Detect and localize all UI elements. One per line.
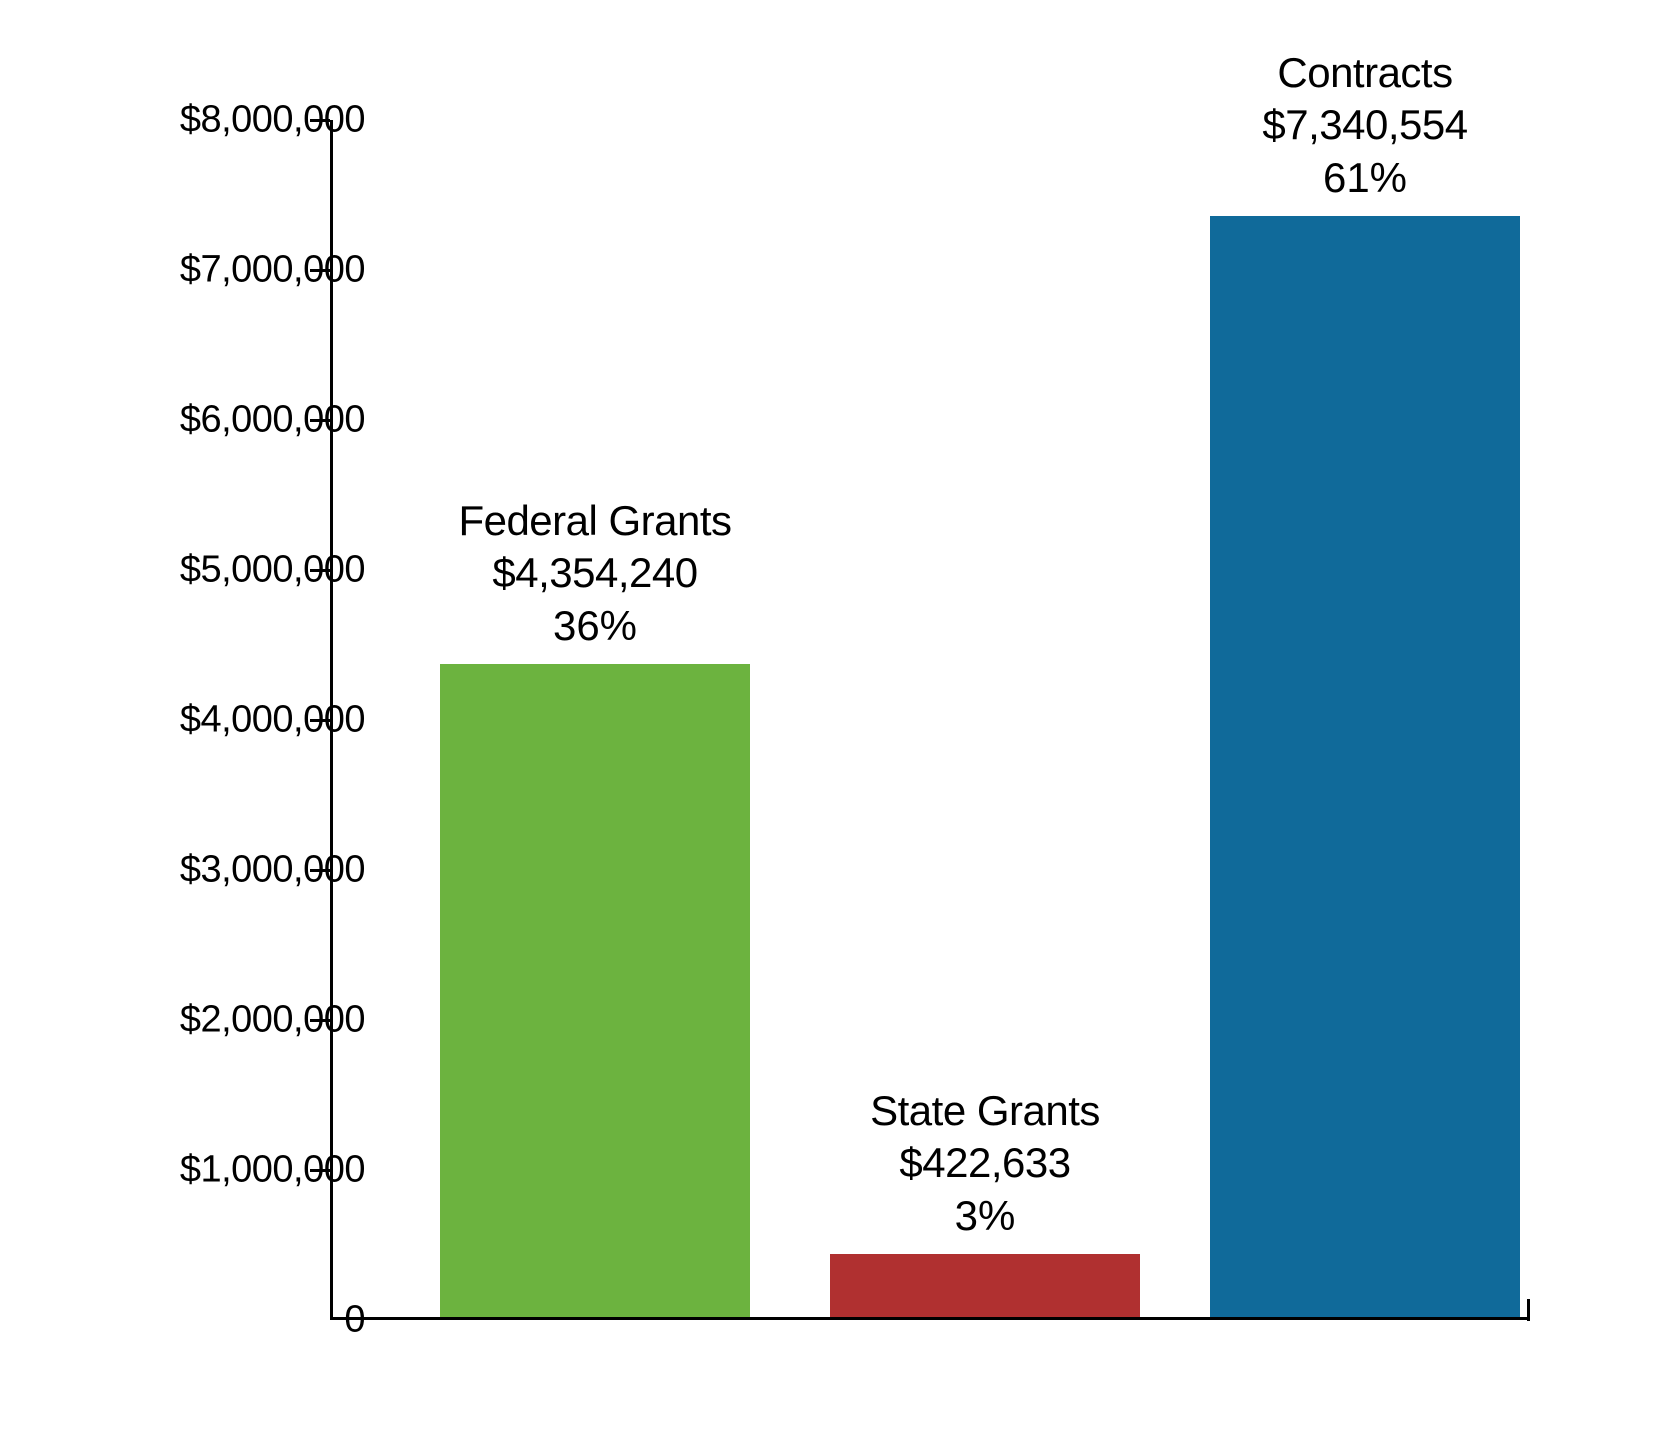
y-axis-label: $3,000,000	[180, 849, 365, 892]
bar-label-percent: 61%	[1165, 152, 1565, 205]
funding-bar-chart: 0 $1,000,000 $2,000,000 $3,000,000 $4,000,00…	[80, 50, 1580, 1390]
bar-label-percent: 3%	[785, 1190, 1185, 1243]
y-axis-label: $5,000,000	[180, 549, 365, 592]
y-axis-label: $2,000,000	[180, 999, 365, 1042]
bar-label-name: Federal Grants	[395, 495, 795, 548]
y-axis-label: $8,000,000	[180, 99, 365, 142]
y-axis-label: 0	[344, 1299, 365, 1342]
bar-label-name: State Grants	[785, 1085, 1185, 1138]
bar-state-grants	[830, 1254, 1140, 1317]
bar-label-contracts: Contracts$7,340,55461%	[1165, 47, 1565, 205]
bar-federal-grants	[440, 664, 750, 1317]
y-axis-label: $4,000,000	[180, 699, 365, 742]
y-axis-label: $6,000,000	[180, 399, 365, 442]
bar-label-state-grants: State Grants$422,6333%	[785, 1085, 1185, 1243]
bar-label-federal-grants: Federal Grants$4,354,24036%	[395, 495, 795, 653]
bar-contracts	[1210, 216, 1520, 1317]
x-axis-end-tick	[1527, 1299, 1530, 1321]
bar-label-value: $4,354,240	[395, 547, 795, 600]
bar-label-value: $7,340,554	[1165, 99, 1565, 152]
bar-label-name: Contracts	[1165, 47, 1565, 100]
bar-label-percent: 36%	[395, 600, 795, 653]
bar-label-value: $422,633	[785, 1137, 1185, 1190]
y-axis-label: $7,000,000	[180, 249, 365, 292]
x-axis	[330, 1317, 1530, 1320]
y-axis-label: $1,000,000	[180, 1149, 365, 1192]
